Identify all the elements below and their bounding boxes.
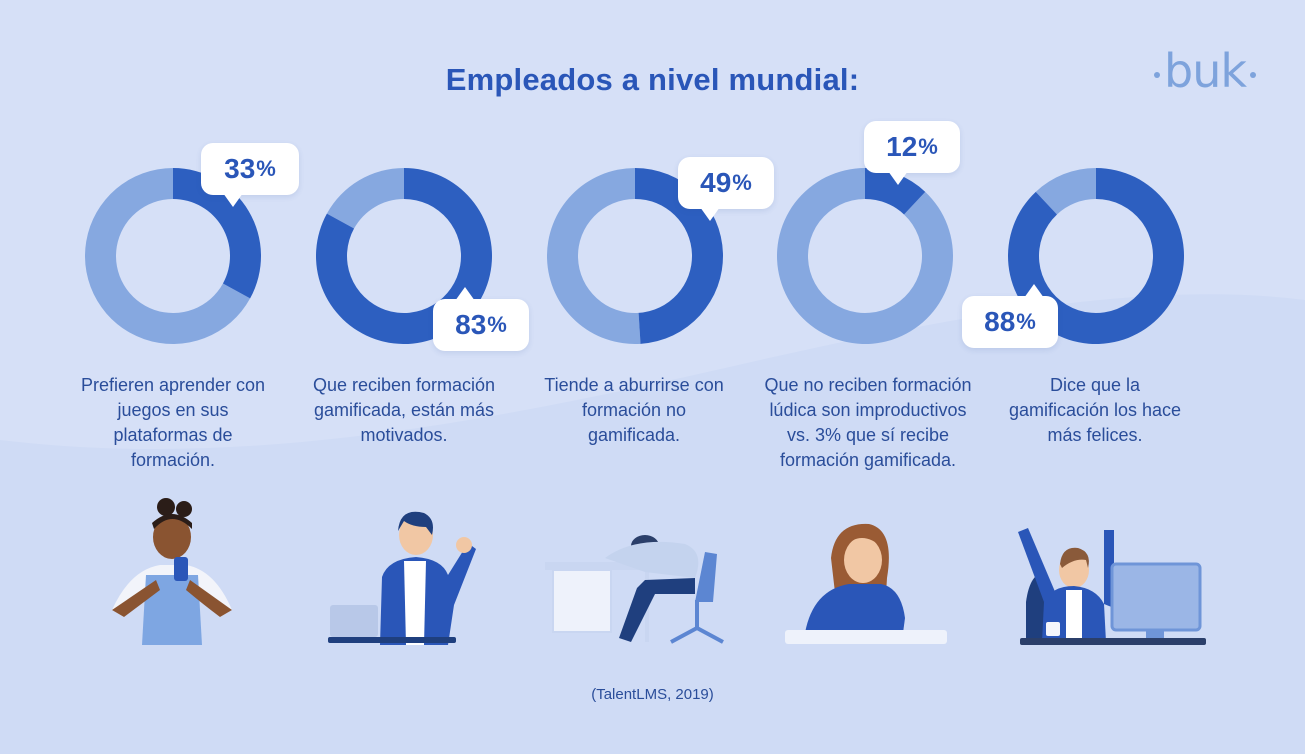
value-bubble-4: 88% <box>962 284 1058 348</box>
donut-4-remainder <box>1035 168 1096 215</box>
logo-text: buk <box>1164 44 1247 98</box>
value-bubble-2: 49% <box>678 157 774 221</box>
unit-label-1: % <box>487 312 507 337</box>
value-bubble-0: 33% <box>201 143 299 207</box>
donut-3-remainder <box>777 168 954 344</box>
unit-label-0: % <box>256 156 276 181</box>
description-0: Prefieren aprender con juegos en sus pla… <box>80 375 266 470</box>
description-2: Tiende a aburrirse con formación no gami… <box>544 375 724 445</box>
donut-3-value-slice <box>865 168 926 215</box>
illustration-woman-desk <box>785 523 947 644</box>
page-title: Empleados a nivel mundial: <box>445 62 860 97</box>
source-citation: (TalentLMS, 2019) <box>591 686 714 703</box>
unit-label-4: % <box>1016 309 1036 334</box>
illustration-woman-phone <box>112 498 232 645</box>
buk-logo: buk <box>1150 44 1270 98</box>
donut-charts <box>84 168 1184 344</box>
description-4: Dice que la gamificación los hace más fe… <box>1008 375 1182 445</box>
unit-label-2: % <box>732 170 752 195</box>
unit-label-3: % <box>918 134 938 159</box>
value-bubble-1: 83% <box>433 287 529 351</box>
value-label-1: 83 <box>455 309 487 340</box>
donut-2-remainder <box>547 168 641 344</box>
value-bubble-3: 12% <box>864 121 960 185</box>
description-3: Que no reciben formación lúdica son impr… <box>764 375 972 470</box>
value-label-4: 88 <box>984 306 1016 337</box>
value-label-0: 33 <box>224 153 256 184</box>
donut-0-remainder <box>84 168 251 344</box>
description-1: Que reciben formación gamificada, están … <box>312 375 496 445</box>
value-label-3: 12 <box>886 131 918 162</box>
illustration-bored-person-desk <box>545 535 724 644</box>
illustration-man-laptop <box>328 511 476 645</box>
value-label-2: 49 <box>700 167 732 198</box>
donut-1-remainder <box>326 168 404 229</box>
illustration-happy-man-computer <box>1018 528 1206 645</box>
